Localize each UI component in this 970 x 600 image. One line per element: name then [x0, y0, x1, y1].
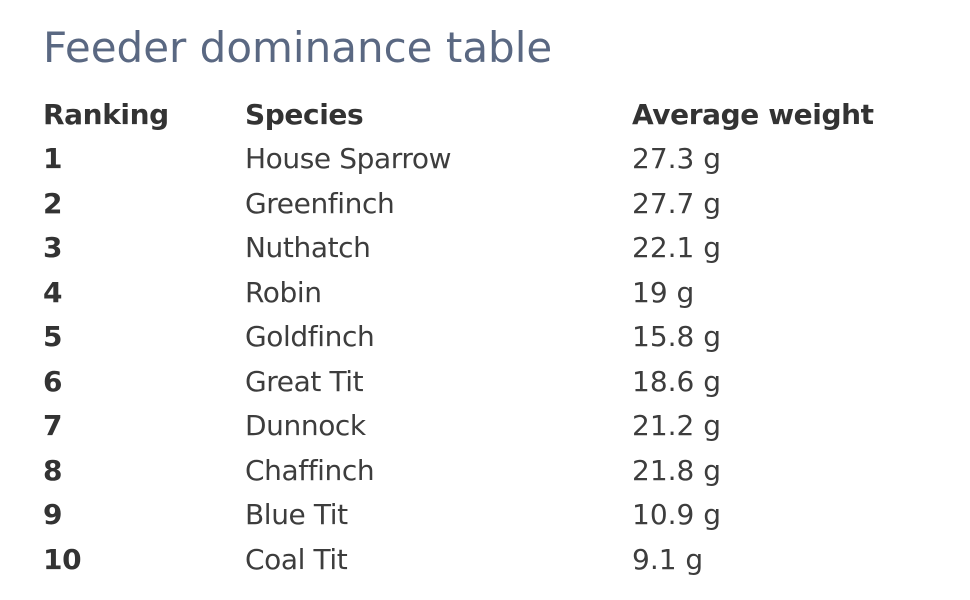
- weight-cell: 18.6 g: [632, 364, 722, 398]
- header-ranking: Ranking: [43, 97, 169, 131]
- species-cell: Coal Tit: [245, 542, 348, 576]
- weight-cell: 27.3 g: [632, 142, 722, 176]
- table-row: 5 Goldfinch 15.8 g: [43, 315, 912, 360]
- header-average-weight: Average weight: [632, 97, 874, 131]
- header-species: Species: [245, 97, 364, 131]
- species-cell: Greenfinch: [245, 186, 395, 220]
- table-row: 10 Coal Tit 9.1 g: [43, 537, 912, 582]
- rank-cell: 5: [43, 320, 63, 354]
- species-cell: Nuthatch: [245, 231, 371, 265]
- table-row: 8 Chaffinch 21.8 g: [43, 448, 912, 493]
- weight-cell: 21.2 g: [632, 409, 722, 443]
- rank-cell: 10: [43, 542, 82, 576]
- weight-cell: 15.8 g: [632, 320, 722, 354]
- species-cell: Blue Tit: [245, 498, 348, 532]
- species-cell: House Sparrow: [245, 142, 452, 176]
- rank-cell: 1: [43, 142, 63, 176]
- weight-cell: 21.8 g: [632, 453, 722, 487]
- species-cell: Goldfinch: [245, 320, 375, 354]
- page-title: Feeder dominance table: [43, 23, 553, 72]
- rank-cell: 2: [43, 186, 63, 220]
- table-row: 9 Blue Tit 10.9 g: [43, 493, 912, 538]
- table-header: Ranking Species Average weight: [43, 92, 912, 137]
- table-row: 4 Robin 19 g: [43, 270, 912, 315]
- weight-cell: 22.1 g: [632, 231, 722, 265]
- rank-cell: 6: [43, 364, 63, 398]
- weight-cell: 9.1 g: [632, 542, 704, 576]
- rank-cell: 8: [43, 453, 63, 487]
- species-cell: Great Tit: [245, 364, 364, 398]
- table-body: 1 House Sparrow 27.3 g 2 Greenfinch 27.7 g 3 Nu…: [43, 137, 912, 582]
- weight-cell: 27.7 g: [632, 186, 722, 220]
- table-row: 7 Dunnock 21.2 g: [43, 404, 912, 449]
- weight-cell: 10.9 g: [632, 498, 722, 532]
- weight-cell: 19 g: [632, 275, 695, 309]
- table-row: 1 House Sparrow 27.3 g: [43, 137, 912, 182]
- rank-cell: 3: [43, 231, 63, 265]
- table-row: 3 Nuthatch 22.1 g: [43, 226, 912, 271]
- table-row: 2 Greenfinch 27.7 g: [43, 181, 912, 226]
- rank-cell: 4: [43, 275, 63, 309]
- species-cell: Chaffinch: [245, 453, 375, 487]
- species-cell: Dunnock: [245, 409, 366, 443]
- table-row: 6 Great Tit 18.6 g: [43, 359, 912, 404]
- rank-cell: 9: [43, 498, 63, 532]
- species-cell: Robin: [245, 275, 322, 309]
- header-row: Ranking Species Average weight: [43, 92, 912, 137]
- dominance-table: Ranking Species Average weight 1 House Sp…: [43, 92, 912, 582]
- rank-cell: 7: [43, 409, 63, 443]
